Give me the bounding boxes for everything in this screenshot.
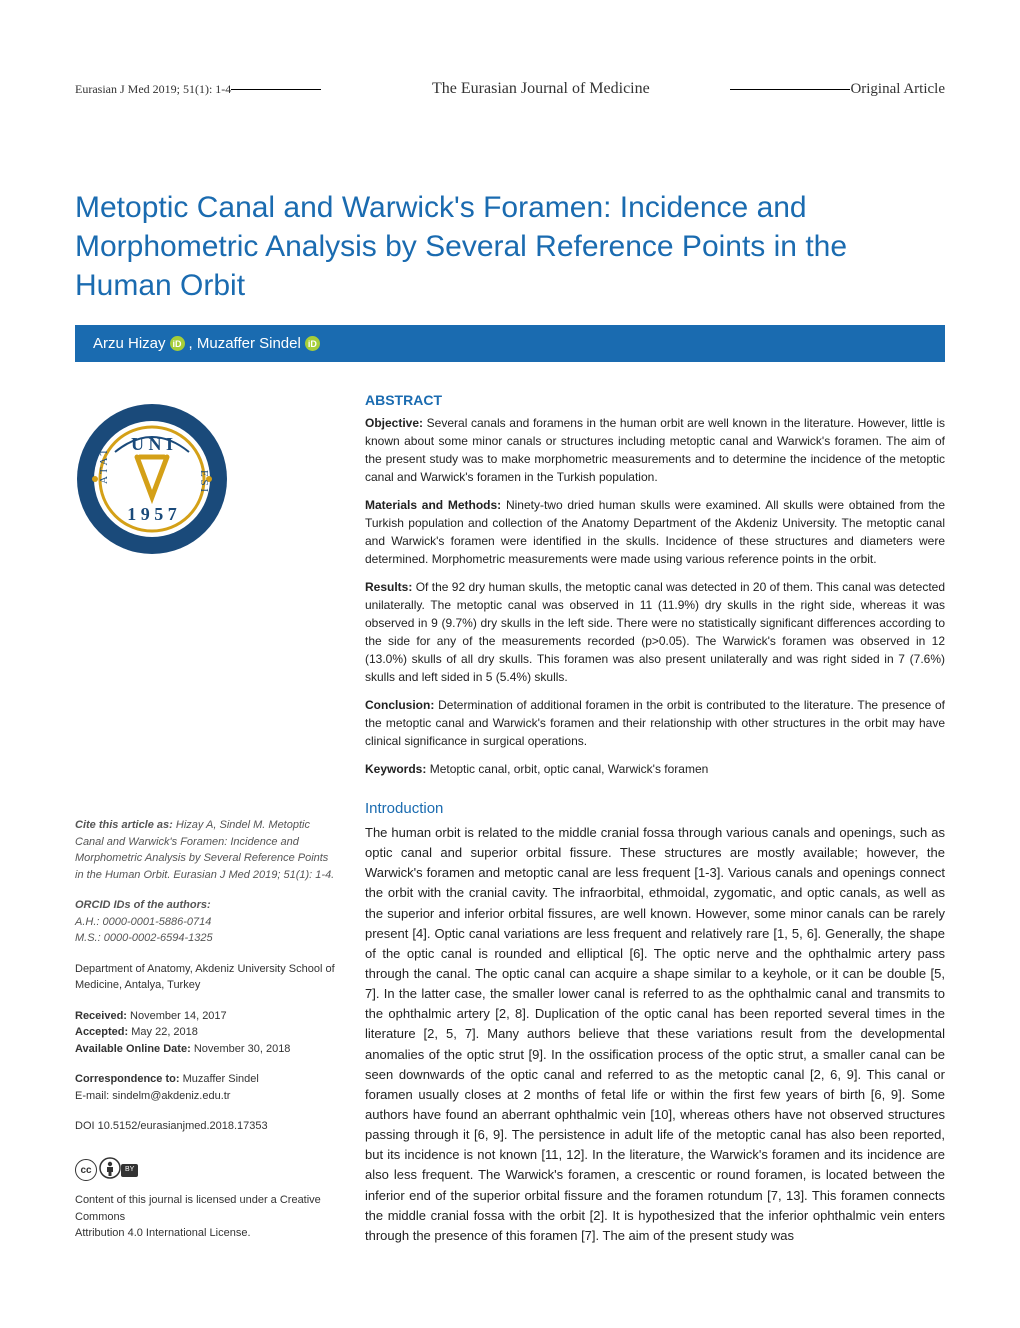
- conclusion-text: Determination of additional foramen in t…: [365, 698, 945, 748]
- methods-label: Materials and Methods:: [365, 498, 501, 512]
- orcid-icon: iD: [305, 336, 320, 351]
- email-row: E-mail: sindelm@akdeniz.edu.tr: [75, 1088, 335, 1105]
- abstract-keywords: Keywords: Metoptic canal, orbit, optic c…: [365, 760, 945, 778]
- objective-label: Objective:: [365, 416, 423, 430]
- correspondence-name: Muzaffer Sindel: [183, 1073, 259, 1085]
- divider-right: [730, 89, 850, 90]
- introduction-text: The human orbit is related to the middle…: [365, 823, 945, 1246]
- department-block: Department of Anatomy, Akdeniz Universit…: [75, 961, 335, 994]
- objective-text: Several canals and foramens in the human…: [365, 416, 945, 484]
- received-date: November 14, 2017: [130, 1010, 227, 1022]
- university-logo: U N I 1 9 5 7 A T A T E S I: [75, 402, 230, 557]
- header-journal: The Eurasian Journal of Medicine: [231, 80, 850, 98]
- doi: DOI 10.5152/eurasianjmed.2018.17353: [75, 1118, 335, 1135]
- accepted-row: Accepted: May 22, 2018: [75, 1024, 335, 1041]
- keywords-text: Metoptic canal, orbit, optic canal, Warw…: [430, 762, 709, 776]
- sidebar: U N I 1 9 5 7 A T A T E S I Cite this ar…: [75, 392, 335, 1256]
- abstract-results: Results: Of the 92 dry human skulls, the…: [365, 578, 945, 686]
- header-citation: Eurasian J Med 2019; 51(1): 1-4: [75, 82, 231, 97]
- online-label: Available Online Date:: [75, 1043, 191, 1055]
- dates-block: Received: November 14, 2017 Accepted: Ma…: [75, 1008, 335, 1058]
- page: Eurasian J Med 2019; 51(1): 1-4 The Eura…: [0, 0, 1020, 1296]
- author-bar: Arzu Hizay iD , Muzaffer Sindel iD: [75, 325, 945, 362]
- main-content: ABSTRACT Objective: Several canals and f…: [365, 392, 945, 1256]
- orcid-1: A.H.: 0000-0001-5886-0714: [75, 914, 335, 931]
- abstract-conclusion: Conclusion: Determination of additional …: [365, 696, 945, 750]
- abstract-heading: ABSTRACT: [365, 392, 945, 408]
- svg-text:E S I: E S I: [198, 470, 210, 492]
- cite-block: Cite this article as: Hizay A, Sindel M.…: [75, 817, 335, 883]
- cite-label: Cite this article as:: [75, 819, 173, 831]
- online-date: November 30, 2018: [194, 1043, 291, 1055]
- cc-icon: cc: [75, 1159, 97, 1181]
- license-block: Content of this journal is licensed unde…: [75, 1192, 335, 1242]
- license-text-1: Content of this journal is licensed unde…: [75, 1192, 335, 1225]
- by-label: BY: [121, 1164, 138, 1177]
- content-row: U N I 1 9 5 7 A T A T E S I Cite this ar…: [75, 392, 945, 1256]
- correspondence-row: Correspondence to: Muzaffer Sindel: [75, 1071, 335, 1088]
- article-title: Metoptic Canal and Warwick's Foramen: In…: [75, 188, 945, 305]
- correspondence-label: Correspondence to:: [75, 1073, 180, 1085]
- online-row: Available Online Date: November 30, 2018: [75, 1041, 335, 1058]
- divider-left: [231, 89, 321, 90]
- accepted-label: Accepted:: [75, 1026, 128, 1038]
- introduction-heading: Introduction: [365, 800, 945, 817]
- journal-name: The Eurasian Journal of Medicine: [432, 80, 650, 97]
- orcid-2: M.S.: 0000-0002-6594-1325: [75, 930, 335, 947]
- svg-text:A T A T: A T A T: [98, 449, 110, 484]
- svg-text:U N I: U N I: [131, 434, 173, 454]
- svg-text:1 9 5 7: 1 9 5 7: [127, 504, 177, 524]
- orcid-icon: iD: [170, 336, 185, 351]
- abstract-objective: Objective: Several canals and foramens i…: [365, 414, 945, 486]
- email-value: sindelm@akdeniz.edu.tr: [112, 1090, 230, 1102]
- author-separator: ,: [189, 335, 197, 352]
- results-label: Results:: [365, 580, 412, 594]
- received-label: Received:: [75, 1010, 127, 1022]
- correspondence-block: Correspondence to: Muzaffer Sindel E-mai…: [75, 1071, 335, 1104]
- author-1: Arzu Hizay: [93, 335, 166, 352]
- orcid-label: ORCID IDs of the authors:: [75, 897, 335, 914]
- cc-by-icon: [99, 1157, 121, 1185]
- orcid-block: ORCID IDs of the authors: A.H.: 0000-000…: [75, 897, 335, 947]
- author-2: Muzaffer Sindel: [197, 335, 301, 352]
- accepted-date: May 22, 2018: [131, 1026, 198, 1038]
- cc-license-icon: cc BY: [75, 1157, 138, 1185]
- article-type: Original Article: [850, 81, 945, 98]
- abstract-methods: Materials and Methods: Ninety-two dried …: [365, 496, 945, 568]
- conclusion-label: Conclusion:: [365, 698, 434, 712]
- keywords-label: Keywords:: [365, 762, 426, 776]
- results-text: Of the 92 dry human skulls, the metoptic…: [365, 580, 945, 684]
- page-header: Eurasian J Med 2019; 51(1): 1-4 The Eura…: [75, 80, 945, 98]
- license-text-2: Attribution 4.0 International License.: [75, 1225, 335, 1242]
- email-label: E-mail:: [75, 1090, 109, 1102]
- received-row: Received: November 14, 2017: [75, 1008, 335, 1025]
